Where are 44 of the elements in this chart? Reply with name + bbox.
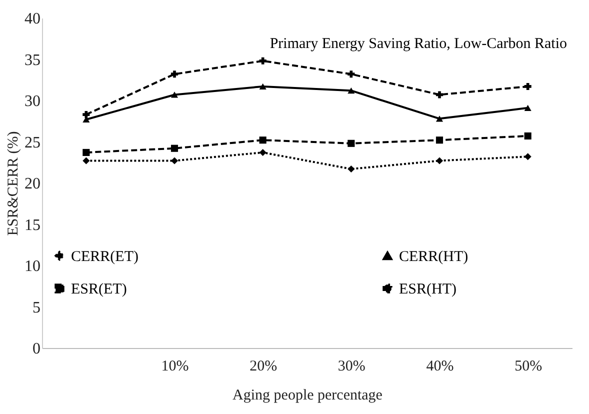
y-tick-label: 35 [24,52,40,69]
point [348,165,355,173]
point [82,110,90,118]
legend-label: CERR(HT) [399,248,468,265]
point [259,57,266,64]
x-tick-label: 30% [338,358,366,374]
point [82,157,90,164]
x-tick-label: 50% [514,358,542,374]
point [259,83,266,90]
point [170,70,178,78]
x-tick-label: 40% [426,358,454,374]
point [348,70,355,78]
point [524,153,532,160]
point [524,82,532,90]
legend-label: CERR(ET) [71,248,138,265]
y-tick-label: 40 [24,10,40,28]
y-tick-label: 10 [24,258,40,275]
point [436,91,444,98]
y-tick-label: 15 [24,216,40,234]
point [348,140,355,147]
annotation: Primary Energy Saving Ratio, Low-Carbon Ratio [270,36,567,52]
point [524,132,532,140]
y-tick-label: 30 [24,93,40,110]
point [259,136,266,144]
point [170,157,178,164]
x-tick-label: 20% [250,358,278,374]
legend-label: ESR(ET) [71,282,127,298]
y-tick-label: 5 [32,299,40,316]
y-tick-label: 20 [24,176,40,192]
y-tick-label: 0 [32,340,40,358]
legend-label: ESR(HT) [399,282,456,298]
point [436,136,444,144]
point [524,104,532,111]
point [170,144,178,152]
point [436,116,444,122]
point [436,157,444,164]
point [259,148,266,156]
y-axis-title: ESR&CERR (%) [6,131,22,236]
x-axis-title: Aging people percentage [232,388,383,404]
y-tick-label: 25 [24,134,40,152]
point [170,92,178,98]
point [348,88,355,94]
point [82,148,90,156]
x-tick-label: 10% [161,358,189,374]
